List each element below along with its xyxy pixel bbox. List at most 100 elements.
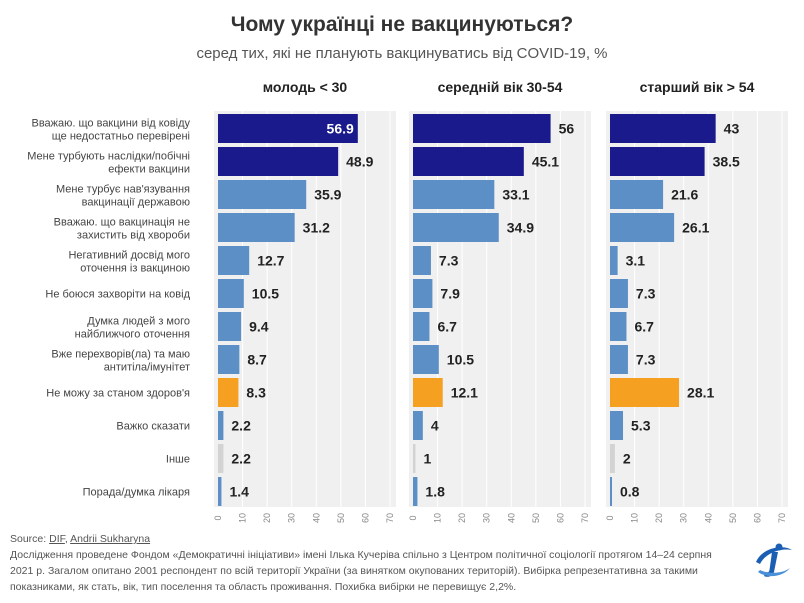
category-label-line: Вважаю. що вакцини від ковіду [31, 118, 190, 130]
bar [413, 444, 416, 473]
data-label: 56.9 [327, 121, 354, 137]
bar [610, 114, 716, 143]
data-label: 38.5 [713, 154, 740, 170]
bar [610, 444, 615, 473]
category-label-line: Мене турбує нав'язування [56, 184, 190, 196]
x-tick-label: 60 [752, 513, 762, 523]
bar [218, 477, 222, 506]
category-label-line: Вже перехворів(ла) та маю [51, 349, 190, 361]
category-label-line: оточення із вакциною [80, 263, 190, 275]
data-label: 28.1 [687, 385, 714, 401]
data-label: 10.5 [252, 286, 279, 302]
x-tick-label: 30 [287, 513, 297, 523]
category-label: Не боюся захворіти на ковід [45, 289, 190, 301]
data-label: 31.2 [303, 220, 330, 236]
x-tick-label: 50 [336, 513, 346, 523]
bar [610, 147, 705, 176]
x-tick-label: 60 [555, 513, 565, 523]
data-label: 7.9 [440, 286, 460, 302]
footer: Source: DIF, Andrii Sukharyna Дослідженн… [10, 531, 730, 595]
dif-logo-icon [756, 543, 792, 577]
bar [413, 213, 499, 242]
bar [610, 213, 675, 242]
x-tick-label: 30 [679, 513, 689, 523]
bar [218, 378, 239, 407]
data-label: 35.9 [314, 187, 341, 203]
bar [413, 180, 495, 209]
bar [610, 378, 680, 407]
bar [218, 180, 307, 209]
data-label: 7.3 [636, 286, 656, 302]
bar [610, 345, 628, 374]
data-label: 0.8 [620, 484, 640, 500]
bar [413, 114, 551, 143]
bar [413, 345, 439, 374]
bar [610, 279, 628, 308]
category-label: Негативний досвід мого оточення із вакцин… [68, 250, 190, 275]
category-label-line: ще недостатньо перевірені [52, 131, 190, 143]
bar [218, 444, 224, 473]
data-label: 7.3 [636, 352, 656, 368]
x-tick-label: 50 [728, 513, 738, 523]
category-label: Інше [166, 454, 190, 466]
x-tick-label: 70 [777, 513, 787, 523]
x-tick-label: 20 [262, 513, 272, 523]
data-label: 33.1 [502, 187, 529, 203]
data-label: 7.3 [439, 253, 459, 269]
x-tick-label: 40 [506, 513, 516, 523]
bar [218, 114, 358, 143]
x-tick-label: 10 [630, 513, 640, 523]
data-label: 12.1 [451, 385, 478, 401]
bar [610, 312, 627, 341]
x-tick-label: 0 [605, 515, 615, 520]
data-label: 43 [724, 121, 740, 137]
bar [218, 411, 224, 440]
data-label: 1 [423, 451, 431, 467]
x-tick-label: 40 [703, 513, 713, 523]
methodology-note: Дослідження проведене Фондом «Демократич… [10, 549, 712, 593]
data-label: 8.7 [247, 352, 267, 368]
category-label-line: Вважаю. що вакцинація не [54, 217, 190, 229]
data-label: 2 [623, 451, 631, 467]
x-tick-label: 70 [580, 513, 590, 523]
category-label: Мене турбує нав'язування вакцинації держа… [56, 184, 190, 209]
x-tick-label: 0 [213, 515, 223, 520]
category-label: Вважаю. що вакцини від ковіду ще недостат… [31, 118, 190, 143]
panel-header: молодь < 30 [263, 79, 348, 95]
bar [218, 345, 240, 374]
bar [218, 312, 242, 341]
data-label: 26.1 [682, 220, 709, 236]
bar [218, 246, 250, 275]
x-tick-label: 60 [360, 513, 370, 523]
category-label: Важко сказати [116, 421, 190, 433]
data-label: 3.1 [626, 253, 646, 269]
data-label: 5.3 [631, 418, 651, 434]
category-label-line: вакцинації державою [82, 197, 190, 209]
x-tick-label: 50 [531, 513, 541, 523]
data-label: 12.7 [257, 253, 284, 269]
x-tick-label: 70 [385, 513, 395, 523]
data-label: 1.4 [229, 484, 249, 500]
source-link-dif[interactable]: DIF [49, 533, 65, 545]
bar [218, 279, 244, 308]
x-tick-label: 0 [408, 515, 418, 520]
data-label: 9.4 [249, 319, 269, 335]
category-label-line: Мене турбують наслідки/побічні [27, 151, 190, 163]
data-label: 48.9 [346, 154, 373, 170]
x-tick-label: 40 [311, 513, 321, 523]
data-label: 45.1 [532, 154, 559, 170]
bar [218, 147, 339, 176]
category-label-line: найближчого оточення [75, 329, 190, 341]
data-label: 2.2 [231, 451, 251, 467]
x-tick-label: 10 [433, 513, 443, 523]
x-tick-label: 20 [457, 513, 467, 523]
category-label: Не можу за станом здоров'я [46, 388, 190, 400]
x-tick-label: 20 [654, 513, 664, 523]
category-label: Вже перехворів(ла) та маю антитіла/імуніт… [51, 349, 190, 374]
panel-header: середній вік 30-54 [438, 79, 563, 95]
data-label: 34.9 [507, 220, 534, 236]
data-label: 21.6 [671, 187, 698, 203]
source-link-author[interactable]: Andrii Sukharyna [70, 533, 151, 545]
data-label: 56 [559, 121, 575, 137]
category-label-line: Негативний досвід мого [68, 250, 190, 262]
